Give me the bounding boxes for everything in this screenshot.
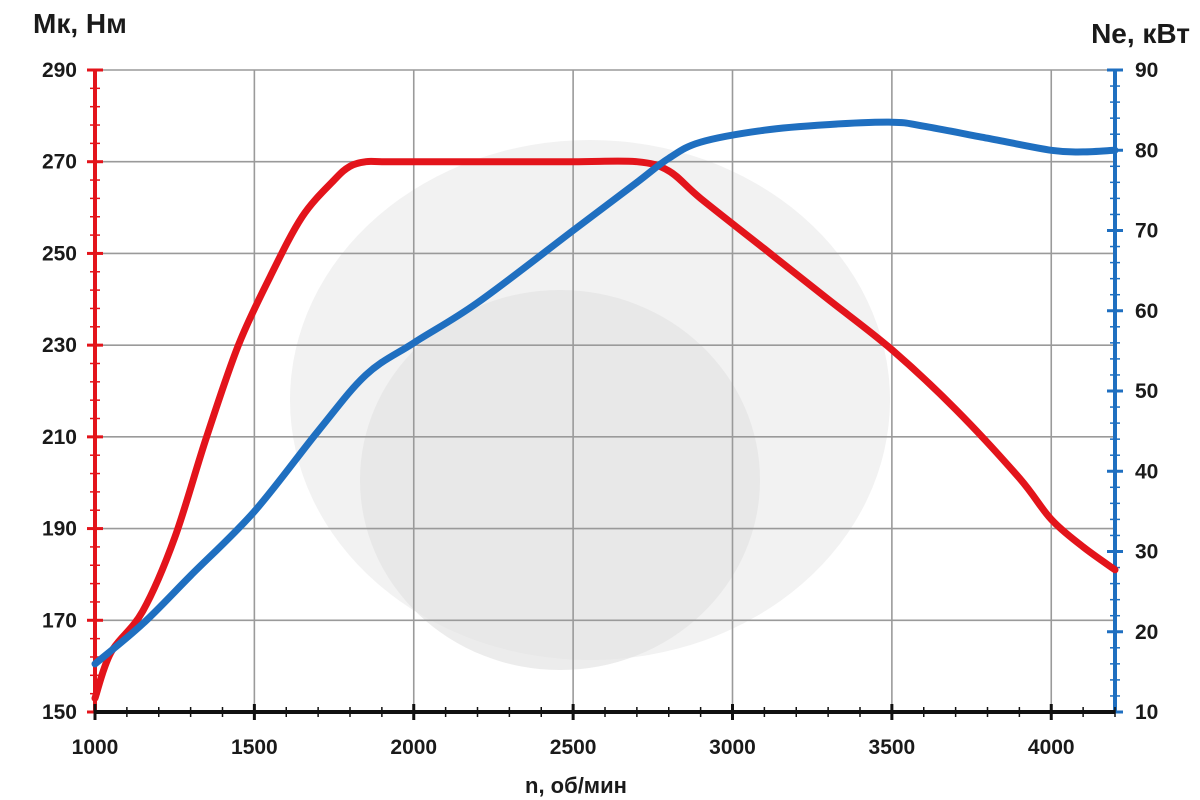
x-tick-label: 4000 [1028,736,1075,759]
y-left-tick-label: 230 [42,334,77,357]
y-left-tick-label: 270 [42,151,77,174]
x-tick-label: 2000 [390,736,437,759]
y-left-tick-label: 290 [42,59,77,82]
y-left-tick-label: 210 [42,426,77,449]
x-axis-title: n, об/мин [525,773,627,798]
x-tick-label: 1500 [231,736,278,759]
x-tick-label: 1000 [72,736,119,759]
x-tick-label: 3500 [869,736,916,759]
y-right-axis-title: Ne, кВт [1091,18,1190,49]
y-right-tick-label: 10 [1135,701,1158,724]
engine-image-backdrop-inner [360,290,760,670]
x-tick-label: 3000 [709,736,756,759]
y-right-tick-label: 50 [1135,380,1158,403]
y-right-tick-label: 60 [1135,300,1158,323]
y-left-tick-label: 170 [42,609,77,632]
y-left-tick-label: 190 [42,518,77,541]
x-tick-label: 2500 [550,736,597,759]
y-right-tick-label: 70 [1135,220,1158,243]
y-right-tick-label: 20 [1135,621,1158,644]
y-left-tick-label: 250 [42,242,77,265]
y-left-tick-label: 150 [42,701,77,724]
y-right-tick-label: 90 [1135,59,1158,82]
torque-series-line [91,157,1119,702]
y-right-tick-label: 40 [1135,460,1158,483]
y-right-tick-label: 80 [1135,139,1158,162]
y-left-axis-title: Мк, Нм [33,8,127,39]
power-series-line [91,118,1119,668]
y-right-tick-label: 30 [1135,541,1158,564]
